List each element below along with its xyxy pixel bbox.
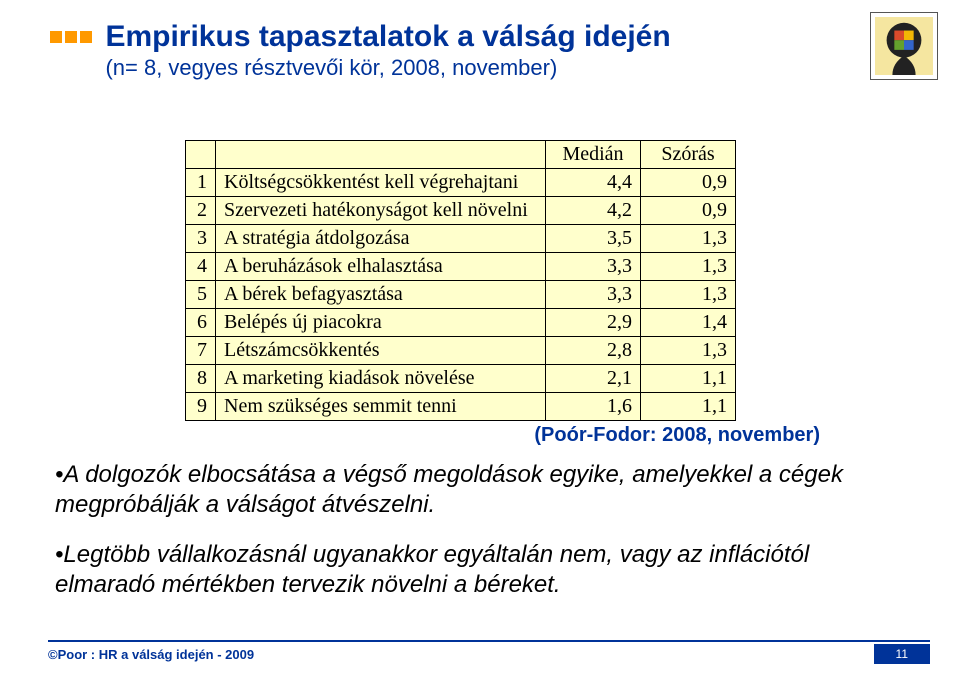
- paragraph-2: •Legtöbb vállalkozásnál ugyanakkor egyál…: [55, 540, 895, 600]
- row-median: 3,3: [546, 281, 641, 309]
- table-row: 3 A stratégia átdolgozása 3,5 1,3: [186, 225, 736, 253]
- row-num: 6: [186, 309, 216, 337]
- title-text-wrap: Empirikus tapasztalatok a válság idején …: [105, 20, 670, 81]
- row-label: Nem szükséges semmit tenni: [216, 393, 546, 421]
- table-row: 6 Belépés új piacokra 2,9 1,4: [186, 309, 736, 337]
- table-header-row: Medián Szórás: [186, 141, 736, 169]
- row-median: 3,5: [546, 225, 641, 253]
- row-label: A bérek befagyasztása: [216, 281, 546, 309]
- row-stddev: 1,3: [641, 253, 736, 281]
- results-table: Medián Szórás 1 Költségcsökkentést kell …: [185, 140, 736, 421]
- footer-bar: ©Poor : HR a válság idején - 2009 11: [48, 640, 930, 662]
- row-median: 1,6: [546, 393, 641, 421]
- row-label: A marketing kiadások növelése: [216, 365, 546, 393]
- col-header-median: Medián: [546, 141, 641, 169]
- row-label: Szervezeti hatékonyságot kell növelni: [216, 197, 546, 225]
- row-stddev: 1,3: [641, 337, 736, 365]
- table-row: 7 Létszámcsökkentés 2,8 1,3: [186, 337, 736, 365]
- row-num: 4: [186, 253, 216, 281]
- paragraph-1: •A dolgozók elbocsátása a végső megoldás…: [55, 460, 895, 520]
- row-num: 1: [186, 169, 216, 197]
- page-title: Empirikus tapasztalatok a válság idején: [105, 20, 670, 53]
- attribution-text: (Poór-Fodor: 2008, november): [534, 424, 820, 447]
- puzzle-head-icon: [875, 17, 933, 75]
- title-bullets: [50, 30, 95, 48]
- row-stddev: 0,9: [641, 169, 736, 197]
- row-median: 3,3: [546, 253, 641, 281]
- row-num: 8: [186, 365, 216, 393]
- row-label: Költségcsökkentést kell végrehajtani: [216, 169, 546, 197]
- table-row: 8 A marketing kiadások növelése 2,1 1,1: [186, 365, 736, 393]
- title-block: Empirikus tapasztalatok a válság idején …: [50, 20, 671, 81]
- table-row: 4 A beruházások elhalasztása 3,3 1,3: [186, 253, 736, 281]
- table-row: 5 A bérek befagyasztása 3,3 1,3: [186, 281, 736, 309]
- row-median: 2,1: [546, 365, 641, 393]
- row-num: 2: [186, 197, 216, 225]
- row-median: 2,9: [546, 309, 641, 337]
- row-median: 2,8: [546, 337, 641, 365]
- page-subtitle: (n= 8, vegyes résztvevői kör, 2008, nove…: [105, 55, 670, 81]
- row-stddev: 0,9: [641, 197, 736, 225]
- row-stddev: 1,1: [641, 393, 736, 421]
- row-stddev: 1,3: [641, 225, 736, 253]
- row-median: 4,2: [546, 197, 641, 225]
- row-num: 7: [186, 337, 216, 365]
- row-label: A beruházások elhalasztása: [216, 253, 546, 281]
- row-stddev: 1,4: [641, 309, 736, 337]
- row-median: 4,4: [546, 169, 641, 197]
- row-label: A stratégia átdolgozása: [216, 225, 546, 253]
- table-row: 9 Nem szükséges semmit tenni 1,6 1,1: [186, 393, 736, 421]
- row-stddev: 1,1: [641, 365, 736, 393]
- row-stddev: 1,3: [641, 281, 736, 309]
- row-num: 3: [186, 225, 216, 253]
- row-label: Belépés új piacokra: [216, 309, 546, 337]
- col-header-stddev: Szórás: [641, 141, 736, 169]
- logo-box: [870, 12, 938, 80]
- row-label: Létszámcsökkentés: [216, 337, 546, 365]
- footer-credit: ©Poor : HR a válság idején - 2009: [48, 647, 254, 662]
- row-num: 9: [186, 393, 216, 421]
- page-number: 11: [874, 644, 930, 664]
- row-num: 5: [186, 281, 216, 309]
